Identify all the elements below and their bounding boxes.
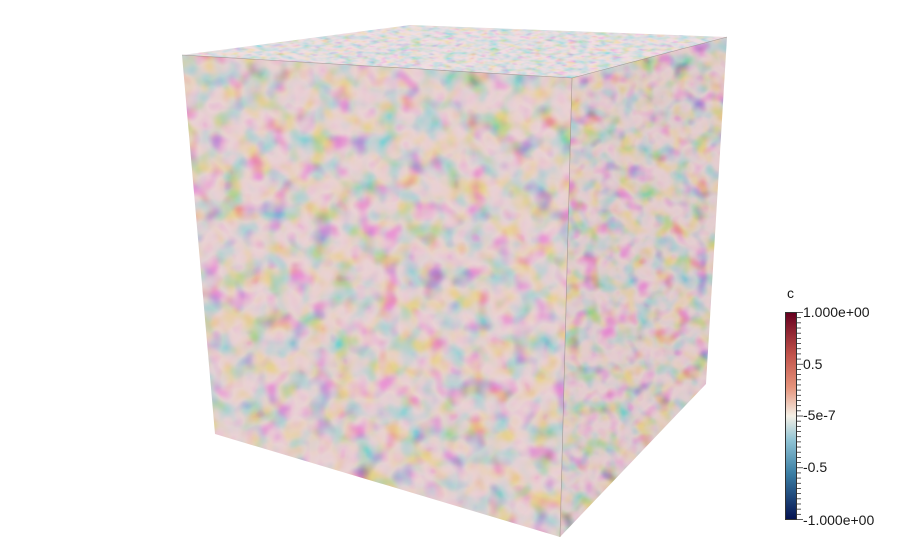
cube-edges (181, 36, 728, 538)
cube-right-face (560, 37, 727, 537)
colorbar-max-label: 1.000e+00 (803, 304, 870, 320)
colorbar-ticks (797, 312, 803, 520)
colorbar-mid-label: -5e-7 (803, 407, 836, 423)
colorbar-lower-mid-label: -0.5 (803, 459, 828, 475)
colorbar-upper-mid-label: 0.5 (803, 356, 823, 372)
cube-front-face (182, 55, 572, 537)
colorbar-title: c (787, 285, 794, 301)
colorbar-min-label: -1.000e+00 (803, 512, 875, 528)
colorbar-gradient (785, 312, 797, 520)
